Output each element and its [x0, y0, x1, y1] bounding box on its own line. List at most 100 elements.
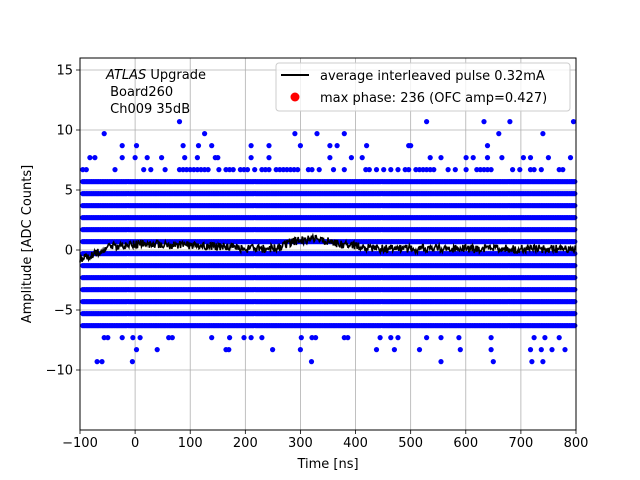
sample-point	[431, 167, 437, 173]
sample-point	[364, 143, 370, 149]
x-tick-label: 600	[453, 436, 478, 451]
sample-point	[424, 335, 430, 341]
sample-point	[223, 167, 229, 173]
sample-point	[395, 335, 401, 341]
atlas-annotation: ATLAS Upgrade Board260 Ch009 35dB	[105, 68, 206, 117]
y-tick-label: 5	[65, 184, 73, 199]
sample-point	[130, 335, 136, 341]
sample-point	[377, 335, 383, 341]
sample-point	[572, 227, 578, 233]
sample-point	[463, 167, 469, 173]
sample-point	[119, 143, 125, 149]
sample-point	[162, 167, 168, 173]
sample-point	[216, 167, 222, 173]
average-pulse-line	[79, 232, 577, 263]
sample-point	[549, 347, 555, 353]
sample-point	[438, 155, 444, 161]
x-tick-label: 400	[343, 436, 368, 451]
sample-point	[154, 347, 160, 353]
sample-point	[314, 131, 320, 137]
sample-point	[484, 155, 491, 161]
sample-point	[227, 335, 233, 341]
sample-point	[101, 131, 107, 137]
sample-point	[99, 359, 105, 365]
sample-point	[215, 155, 221, 161]
sample-point	[83, 167, 89, 173]
y-tick-label: −5	[54, 304, 73, 319]
sample-point	[284, 167, 290, 173]
sample-point	[94, 359, 100, 365]
plot-frame	[79, 57, 577, 431]
sample-point	[406, 167, 412, 173]
sample-point	[330, 167, 337, 173]
sample-point	[182, 155, 188, 161]
sample-point	[570, 119, 577, 125]
sample-point	[527, 155, 534, 161]
sample-point	[166, 335, 172, 341]
sample-point	[230, 167, 236, 173]
sample-point	[169, 335, 175, 341]
sample-point	[266, 155, 272, 161]
sample-point	[295, 167, 301, 173]
sample-point	[538, 167, 544, 173]
annotation-upgrade: Upgrade	[146, 68, 206, 83]
sample-point	[373, 167, 380, 173]
x-tick-label: 100	[178, 436, 203, 451]
sample-point	[538, 347, 544, 353]
sample-point	[137, 335, 143, 341]
sample-point	[105, 335, 111, 341]
sample-point	[144, 155, 150, 161]
sample-point	[359, 155, 365, 161]
sample-point	[562, 347, 568, 353]
sample-point	[463, 155, 469, 161]
sample-point	[159, 155, 165, 161]
sample-point	[496, 131, 502, 137]
sample-point	[101, 335, 107, 341]
y-tick-label: 15	[56, 64, 73, 79]
sample-point	[308, 359, 315, 365]
sample-point	[305, 167, 311, 173]
sample-point	[488, 335, 494, 341]
sample-point	[248, 143, 254, 149]
sample-point	[520, 155, 527, 161]
sample-point	[572, 191, 578, 197]
sample-point	[327, 155, 333, 161]
sample-point	[416, 167, 423, 173]
sample-point	[556, 167, 562, 173]
sample-point	[488, 167, 494, 173]
sample-point	[227, 167, 233, 173]
sample-point	[477, 167, 483, 173]
sample-point	[427, 155, 433, 161]
x-tick-label: 500	[398, 436, 423, 451]
sample-point	[133, 347, 140, 353]
sample-point	[241, 335, 247, 341]
x-tick-label: 700	[508, 436, 533, 451]
sample-point	[87, 155, 93, 161]
sample-point	[341, 167, 347, 173]
sample-point	[572, 215, 578, 221]
sample-point	[198, 167, 204, 173]
sample-point	[262, 167, 268, 173]
x-tick-label: 0	[131, 436, 139, 451]
sample-point	[297, 347, 303, 353]
sample-point	[484, 167, 491, 173]
sample-point	[373, 347, 380, 353]
sample-point	[209, 335, 215, 341]
sample-point	[133, 143, 140, 149]
x-tick-label: −100	[62, 436, 98, 451]
sample-point	[309, 167, 315, 173]
sample-point	[191, 167, 197, 173]
sample-point	[194, 155, 200, 161]
sample-point	[507, 119, 513, 125]
sample-point	[531, 167, 537, 173]
x-tick-label: 200	[233, 436, 258, 451]
sample-point	[309, 335, 315, 341]
sample-point	[119, 155, 125, 161]
sample-point	[572, 275, 578, 281]
sample-point	[545, 155, 552, 161]
sample-point	[327, 143, 333, 149]
sample-point	[277, 167, 283, 173]
sample-point	[540, 131, 546, 137]
sample-point	[195, 143, 202, 149]
